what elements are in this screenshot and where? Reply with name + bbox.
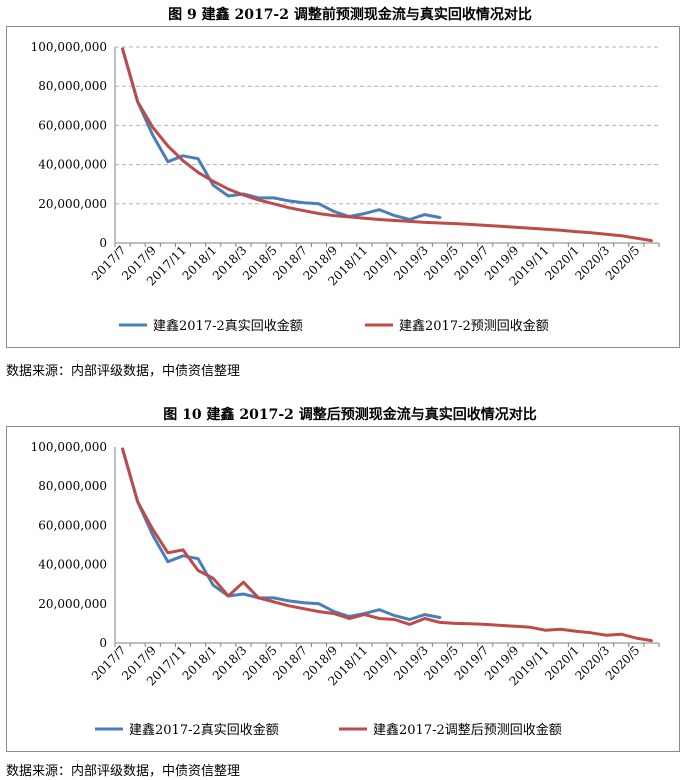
y-tick-label: 40,000,000 xyxy=(38,158,107,172)
series-line-actual xyxy=(121,447,442,621)
series-line-actual xyxy=(121,47,442,221)
x-tick-label: 2020/5 xyxy=(603,643,643,683)
series-line-predicted xyxy=(121,447,653,643)
legend-label: 建鑫2017-2真实回收金额 xyxy=(153,318,303,334)
series-line-predicted xyxy=(121,47,653,243)
line-chart: 0 20,000,000 40,000,000 60,000,000 80,000,00… xyxy=(31,440,660,738)
legend-label: 建鑫2017-2真实回收金额 xyxy=(129,722,279,738)
y-tick-label: 20,000,000 xyxy=(38,197,107,211)
legend-label: 建鑫2017-2调整后预测回收金额 xyxy=(373,722,562,738)
source-note: 数据来源：内部评级数据，中债资信整理 xyxy=(6,364,241,379)
y-tick-label: 80,000,000 xyxy=(38,479,107,493)
y-tick-label: 0 xyxy=(99,636,107,650)
y-tick-label: 40,000,000 xyxy=(38,558,107,572)
y-tick-label: 60,000,000 xyxy=(38,518,107,532)
y-tick-label: 100,000,000 xyxy=(31,40,107,54)
y-tick-label: 80,000,000 xyxy=(38,79,107,93)
source-note: 数据来源：内部评级数据，中债资信整理 xyxy=(6,764,241,779)
chart-frame: 0 20,000,000 40,000,000 60,000,000 80,000,00… xyxy=(6,26,680,348)
x-tick-label: 2020/5 xyxy=(603,243,643,283)
legend-label: 建鑫2017-2预测回收金额 xyxy=(399,318,549,334)
figure-title: 图 9 建鑫 2017-2 调整前预测现金流与真实回收情况对比 xyxy=(168,7,532,23)
y-tick-label: 0 xyxy=(99,236,107,250)
y-tick-label: 20,000,000 xyxy=(38,597,107,611)
y-tick-label: 100,000,000 xyxy=(31,440,107,454)
line-chart: 0 20,000,000 40,000,000 60,000,000 80,000,00… xyxy=(31,40,660,334)
y-tick-label: 60,000,000 xyxy=(38,118,107,132)
chart-frame: 0 20,000,000 40,000,000 60,000,000 80,000,00… xyxy=(6,426,680,752)
figure-title: 图 10 建鑫 2017-2 调整后预测现金流与真实回收情况对比 xyxy=(163,407,537,423)
